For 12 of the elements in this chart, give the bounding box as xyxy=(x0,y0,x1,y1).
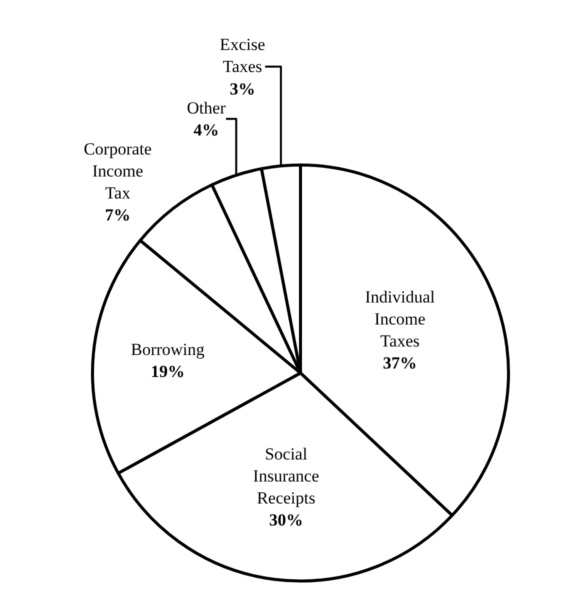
data-label: 19% xyxy=(150,362,185,382)
slice-label: Borrowing xyxy=(130,340,206,359)
data-label: 37% xyxy=(382,354,417,373)
data-label: 30% xyxy=(269,510,304,530)
data-label: 3% xyxy=(230,79,256,98)
slice-label: Excise Taxes xyxy=(220,35,266,76)
data-label: 7% xyxy=(104,206,130,225)
slice-label: Other xyxy=(186,98,226,118)
data-label: 4% xyxy=(194,120,220,140)
slice-label: Corporate Income Tax xyxy=(84,139,152,203)
slice-label: Social Insurance Receipts xyxy=(253,444,320,508)
slice-label: Individual Income Taxes xyxy=(364,287,436,350)
